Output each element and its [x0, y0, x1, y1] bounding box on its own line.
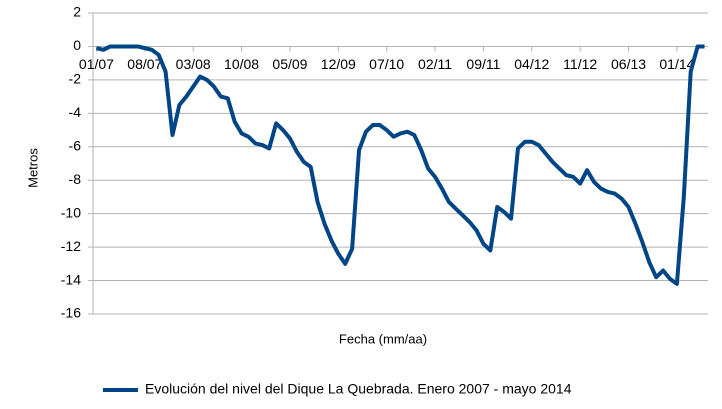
x-tick-label: 05/09 [272, 56, 307, 72]
x-tick-label: 04/12 [514, 56, 549, 72]
x-tick-label: 08/07 [127, 56, 162, 72]
data-line [95, 44, 705, 286]
x-tick-label: 09/11 [466, 56, 500, 72]
x-tick-label: 01/14 [659, 56, 694, 72]
y-tick-label: 0 [73, 37, 81, 53]
y-tick-label: -4 [69, 104, 82, 120]
x-tick-label: 10/08 [224, 56, 259, 72]
y-tick-label: -2 [69, 71, 82, 87]
y-tick-label: 2 [73, 4, 81, 20]
y-tick-label: -12 [61, 238, 81, 254]
legend-label: Evolución del nivel del Dique La Quebrad… [145, 381, 572, 397]
x-tick-label: 02/11 [418, 56, 452, 72]
x-tick-label: 03/08 [176, 56, 211, 72]
y-tick-label: -6 [69, 137, 82, 153]
x-tick-label: 12/09 [321, 56, 356, 72]
x-tick-label: 11/12 [563, 56, 597, 72]
y-tick-label: -10 [61, 204, 81, 220]
x-axis-title: Fecha (mm/aa) [339, 331, 427, 346]
y-tick-label: -8 [69, 171, 82, 187]
y-axis-title: Metros [25, 148, 40, 188]
x-tick-label: 06/13 [611, 56, 646, 72]
x-tick-label: 01/07 [79, 56, 114, 72]
y-tick-label: -16 [61, 305, 81, 321]
x-tick-label: 07/10 [369, 56, 404, 72]
y-tick-label: -14 [61, 271, 81, 287]
